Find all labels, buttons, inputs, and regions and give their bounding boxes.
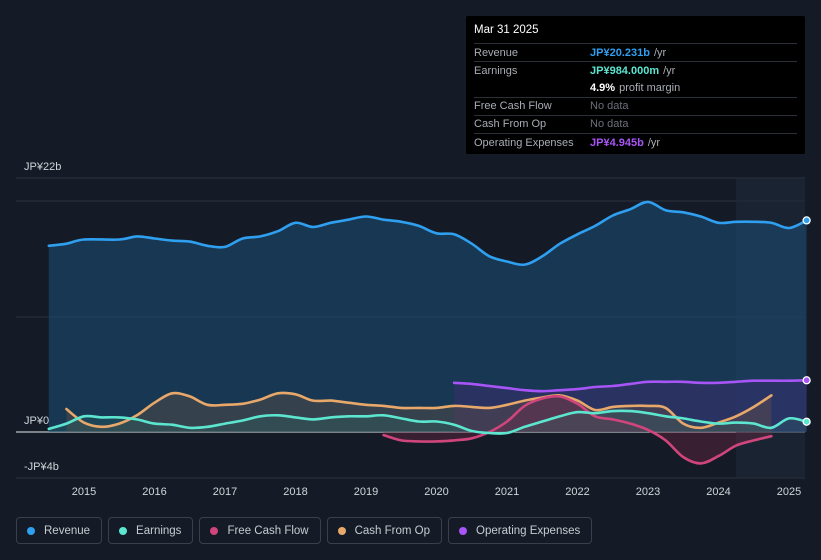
legend-label: Revenue bbox=[44, 524, 91, 537]
x-axis-ticks: 2015 2016 2017 2018 2019 2020 2021 2022 2023 2024… bbox=[72, 486, 801, 498]
x-tick-label: 2015 bbox=[72, 486, 96, 498]
legend-item-earnings[interactable]: Earnings bbox=[108, 517, 194, 544]
free-cash-flow-area bbox=[383, 396, 772, 464]
cash-from-op-line bbox=[65, 391, 773, 430]
chart-endpoints bbox=[802, 216, 811, 426]
tooltip-date: Mar 31 2025 bbox=[474, 24, 539, 36]
tooltip-row-revenue: Revenue JP¥20.231b /yr bbox=[474, 43, 797, 61]
free-cash-flow-line bbox=[382, 394, 773, 465]
tooltip-row-fcf: Free Cash Flow No data bbox=[474, 96, 797, 115]
tooltip-panel: Mar 31 2025 Revenue JP¥20.231b /yr Earni… bbox=[466, 16, 805, 154]
x-tick-label: 2022 bbox=[565, 486, 589, 498]
x-tick-label: 2020 bbox=[424, 486, 448, 498]
x-tick-label: 2021 bbox=[495, 486, 519, 498]
revenue-line bbox=[47, 200, 808, 267]
tooltip-value: JP¥4.945b bbox=[590, 136, 644, 149]
cash-from-op-area bbox=[66, 392, 772, 432]
x-tick-label: 2023 bbox=[636, 486, 660, 498]
tooltip-value: JP¥984.000m bbox=[590, 64, 660, 77]
tooltip-label: Revenue bbox=[474, 46, 519, 59]
legend-dot-icon bbox=[119, 526, 128, 535]
tooltip-row-opex: Operating Expenses JP¥4.945b /yr bbox=[474, 132, 797, 151]
tooltip-row-earnings: Earnings JP¥984.000m /yr bbox=[474, 61, 797, 79]
revenue-endpoint bbox=[802, 216, 811, 225]
tooltip-value: JP¥20.231b bbox=[590, 46, 650, 59]
tooltip-row-margin: 4.9% profit margin bbox=[474, 79, 797, 96]
y-label-bottom: -JP¥4b bbox=[24, 461, 59, 473]
revenue-area bbox=[48, 201, 807, 432]
tooltip-value: No data bbox=[590, 118, 629, 131]
y-label-top: JP¥22b bbox=[24, 161, 61, 173]
x-tick-label: 2016 bbox=[142, 486, 166, 498]
tooltip-unit: /yr bbox=[653, 46, 667, 59]
x-tick-label: 2024 bbox=[706, 486, 730, 498]
x-tick-label: 2018 bbox=[283, 486, 307, 498]
legend-item-operating-expenses[interactable]: Operating Expenses bbox=[448, 517, 593, 544]
tooltip-value: 4.9% bbox=[590, 81, 616, 94]
tooltip-unit: profit margin bbox=[619, 81, 681, 94]
legend-item-revenue[interactable]: Revenue bbox=[16, 517, 103, 544]
tooltip-unit: /yr bbox=[663, 64, 676, 77]
tooltip-value: No data bbox=[590, 100, 629, 113]
legend-dot-icon bbox=[210, 526, 219, 535]
operating-expenses-endpoint bbox=[802, 376, 811, 385]
legend-label: Cash From Op bbox=[354, 524, 431, 537]
tooltip-label: Cash From Op bbox=[474, 118, 547, 131]
earnings-line bbox=[47, 409, 808, 435]
chart-legend: Revenue Earnings Free Cash Flow Cash Fro… bbox=[16, 517, 598, 546]
legend-dot-icon bbox=[337, 526, 346, 535]
y-label-zero: JP¥0 bbox=[24, 415, 49, 427]
tooltip-label: Free Cash Flow bbox=[474, 100, 552, 113]
x-tick-label: 2025 bbox=[777, 486, 801, 498]
legend-label: Operating Expenses bbox=[476, 524, 581, 537]
legend-dot-icon bbox=[459, 526, 468, 535]
x-tick-label: 2017 bbox=[213, 486, 237, 498]
tooltip-unit: /yr bbox=[647, 136, 661, 149]
legend-item-free-cash-flow[interactable]: Free Cash Flow bbox=[199, 517, 321, 544]
tooltip-label: Earnings bbox=[474, 64, 518, 77]
tooltip-label: Operating Expenses bbox=[474, 136, 574, 149]
tooltip-row-cfo: Cash From Op No data bbox=[474, 114, 797, 133]
legend-item-cash-from-op[interactable]: Cash From Op bbox=[326, 517, 443, 544]
legend-label: Free Cash Flow bbox=[227, 524, 309, 537]
chart-lines bbox=[47, 200, 808, 465]
earnings-endpoint bbox=[802, 417, 811, 426]
legend-label: Earnings bbox=[136, 524, 182, 537]
legend-dot-icon bbox=[27, 526, 35, 535]
x-tick-label: 2019 bbox=[354, 486, 378, 498]
chart-areas bbox=[48, 201, 807, 464]
operating-expenses-line bbox=[452, 379, 808, 393]
